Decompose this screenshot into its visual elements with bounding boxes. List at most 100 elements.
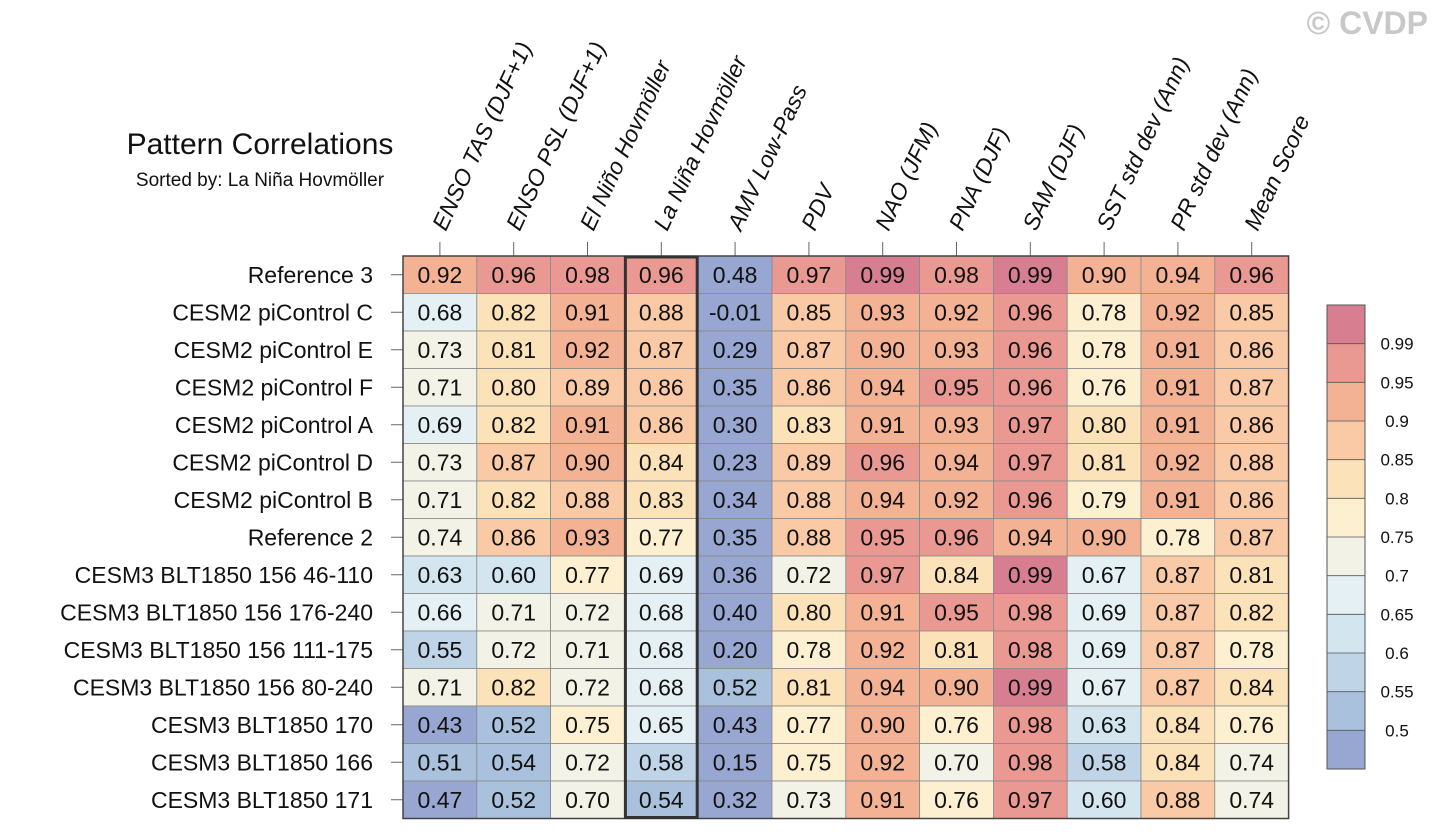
cell-value-label: 0.76: [934, 787, 979, 813]
colorbar-segment: [1327, 382, 1365, 421]
cell-value-label: 0.94: [860, 374, 905, 400]
cell-value-label: 0.90: [934, 674, 979, 700]
cell-value-label: 0.99: [1008, 674, 1053, 700]
cell-value-label: 0.77: [565, 562, 610, 588]
cell-value-label: 0.78: [1082, 337, 1127, 363]
cell-value-label: 0.72: [787, 562, 832, 588]
cell-value-label: 0.74: [1229, 749, 1274, 775]
heatmap-cell: [550, 405, 625, 444]
heatmap-cell: [771, 593, 847, 632]
cell-value-label: 0.80: [787, 599, 832, 625]
cell-value-label: 0.80: [491, 374, 536, 400]
cell-value-label: 0.78: [1229, 637, 1274, 663]
cell-value-label: 0.68: [639, 674, 684, 700]
cell-value-label: 0.54: [491, 749, 536, 775]
cell-value-label: 0.88: [1229, 449, 1274, 475]
heatmap-cell: [402, 255, 478, 294]
heatmap-cell: [402, 743, 478, 782]
cell-value-label: 0.90: [860, 337, 905, 363]
cell-value-label: 0.92: [418, 262, 463, 288]
cell-value-label: 0.92: [860, 749, 905, 775]
row-label-cesm3-blt1850-156-111-175: CESM3 BLT1850 156 111-175: [64, 637, 373, 663]
row-label-cesm2-picontrol-e: CESM2 piControl E: [174, 337, 373, 363]
heatmap-cell: [550, 518, 625, 557]
row-label-cesm3-blt1850-156-80-240: CESM3 BLT1850 156 80-240: [73, 674, 373, 700]
cell-value-label: 0.96: [1008, 487, 1053, 513]
column-label-pdv: PDV: [796, 178, 841, 234]
heatmap-cell: [1214, 743, 1290, 782]
cell-value-label: 0.86: [639, 412, 684, 438]
cell-value-label: 0.81: [934, 637, 979, 663]
heatmap-cell: [1214, 593, 1290, 632]
cell-value-label: 0.97: [1008, 412, 1053, 438]
colorbar-tick-label: 0.75: [1380, 528, 1413, 547]
heatmap-cell: [993, 405, 1068, 444]
colorbar-segment: [1327, 575, 1365, 615]
cell-value-label: 0.88: [1156, 787, 1201, 813]
heatmap-cell: [919, 705, 994, 744]
cell-value-label: 0.75: [787, 749, 832, 775]
cell-value-label: 0.29: [713, 337, 758, 363]
cell-value-label: 0.71: [491, 599, 536, 625]
heatmap-cell: [550, 705, 625, 744]
cell-value-label: 0.91: [860, 412, 905, 438]
cell-value-label: 0.93: [860, 299, 905, 325]
heatmap-cell: [993, 368, 1068, 407]
cell-value-label: 0.67: [1082, 674, 1127, 700]
heatmap-cell: [476, 443, 551, 482]
column-label-mean-score: Mean Score: [1239, 111, 1315, 234]
cell-value-label: 0.75: [565, 712, 610, 738]
heatmap-cell: [1066, 555, 1142, 594]
cell-value-label: 0.96: [491, 262, 536, 288]
cell-value-label: 0.35: [713, 374, 758, 400]
heatmap-cell: [771, 668, 847, 707]
cell-value-label: 0.94: [860, 674, 905, 700]
colorbar-segment: [1327, 691, 1365, 731]
heatmap-cell: [919, 630, 994, 669]
heatmap-cell: [1214, 443, 1290, 482]
cell-value-label: 0.30: [713, 412, 758, 438]
heatmap-cell: [550, 443, 625, 482]
heatmap-cell: [624, 668, 699, 707]
colorbar-tick-label: 0.95: [1380, 373, 1413, 392]
cell-value-label: 0.43: [713, 712, 758, 738]
heatmap-cell: [402, 593, 478, 632]
chart-subtitle: Sorted by: La Niña Hovmöller: [136, 170, 385, 191]
cell-value-label: 0.87: [1156, 674, 1201, 700]
heatmap-cell: [1140, 293, 1216, 332]
row-label-cesm3-blt1850-156-46-110: CESM3 BLT1850 156 46-110: [75, 562, 373, 588]
heatmap-cell: [845, 743, 920, 782]
cell-value-label: 0.91: [565, 299, 610, 325]
cell-value-label: 0.52: [491, 787, 536, 813]
cell-value-label: 0.69: [1082, 637, 1127, 663]
cell-value-label: 0.96: [860, 449, 905, 475]
heatmap-cell: [1140, 668, 1216, 707]
heatmap-cell: [771, 518, 847, 557]
cell-value-label: 0.92: [1156, 299, 1201, 325]
cell-value-label: 0.82: [491, 674, 536, 700]
heatmap-cell: [993, 780, 1068, 819]
cell-value-label: 0.86: [787, 374, 832, 400]
cell-value-label: 0.54: [639, 787, 684, 813]
cell-value-label: 0.48: [713, 262, 758, 288]
cell-value-label: 0.60: [1082, 787, 1127, 813]
cell-value-label: 0.73: [418, 449, 463, 475]
heatmap-cell: [402, 630, 478, 669]
column-label-sam-djf: SAM (DJF): [1017, 120, 1089, 234]
heatmap-cell: [550, 293, 625, 332]
cell-value-label: 0.98: [565, 262, 610, 288]
column-label-amv-low-pass: AMV Low-Pass: [721, 80, 812, 236]
cell-value-label: 0.93: [934, 337, 979, 363]
highlighted-column-box: [623, 255, 699, 819]
cell-value-label: 0.91: [1156, 412, 1201, 438]
colorbar-tick-label: 0.85: [1380, 451, 1413, 470]
cell-value-label: 0.88: [787, 524, 832, 550]
cell-value-label: 0.98: [1008, 599, 1053, 625]
heatmap-cell: [1214, 368, 1290, 407]
heatmap-cell: [771, 405, 847, 444]
heatmap-cell: [550, 255, 625, 294]
colorbar-tick-label: 0.6: [1385, 644, 1409, 663]
heatmap-cell: [771, 705, 847, 744]
cell-value-label: 0.83: [639, 487, 684, 513]
heatmap-cell: [550, 780, 625, 819]
